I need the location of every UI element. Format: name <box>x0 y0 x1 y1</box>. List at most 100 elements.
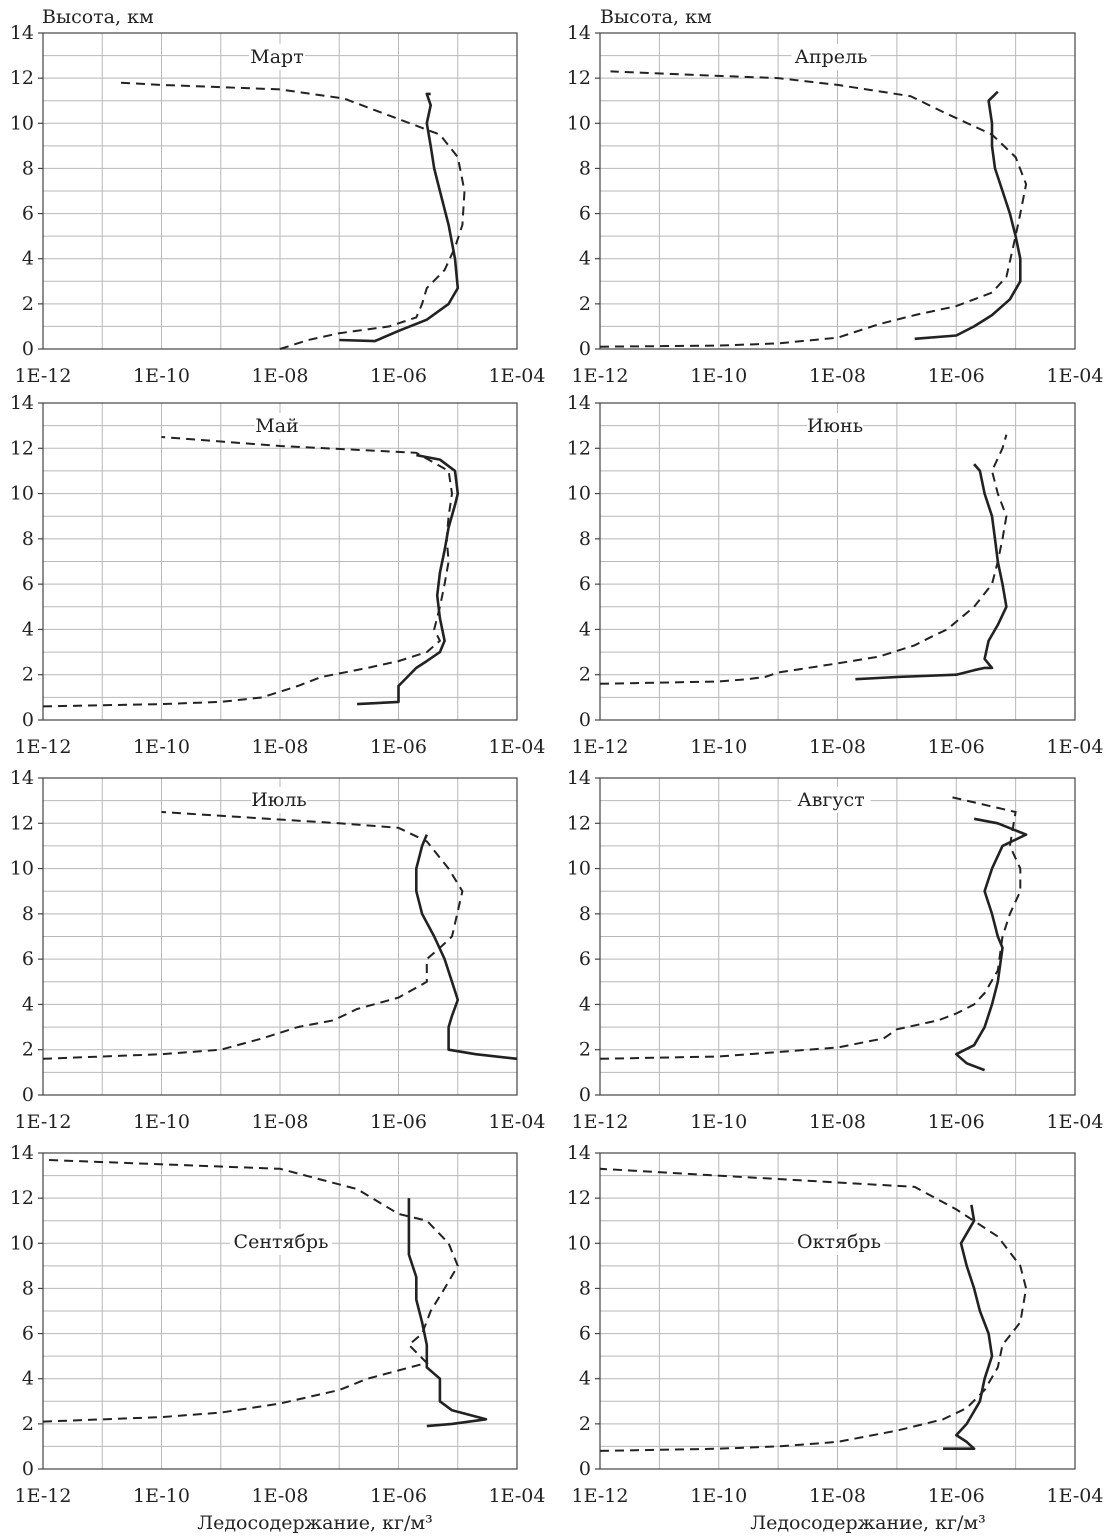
plot-frame <box>42 402 518 721</box>
plot-frame <box>599 402 1076 721</box>
x-tick-label: 1E-10 <box>133 1111 190 1133</box>
month-label: Июль <box>251 789 307 811</box>
plot-frame <box>599 1152 1076 1470</box>
y-tick-label: 6 <box>579 203 591 225</box>
x-tick-label: 1E-06 <box>928 1485 985 1507</box>
y-tick-label: 10 <box>567 858 591 880</box>
month-label: Октябрь <box>797 1231 881 1253</box>
series-line-dashed <box>42 436 454 708</box>
y-tick-label: 14 <box>567 767 591 789</box>
x-tick-label: 1E-04 <box>1047 736 1104 758</box>
y-tick-label: 8 <box>22 157 34 179</box>
y-tick-label: 14 <box>567 392 591 414</box>
y-tick-label: 0 <box>22 709 34 731</box>
y-axis-title: Высота, км <box>42 6 154 28</box>
x-tick-label: 1E-04 <box>489 1485 546 1507</box>
x-tick-label: 1E-10 <box>133 736 190 758</box>
y-tick-label: 0 <box>579 1458 591 1480</box>
month-label-background <box>793 1229 885 1255</box>
series-line-dashed <box>599 434 1008 685</box>
y-tick-label: 0 <box>579 709 591 731</box>
y-tick-label: 12 <box>567 67 591 89</box>
y-tick-label: 0 <box>579 338 591 360</box>
x-tick-label: 1E-06 <box>928 736 985 758</box>
y-tick-label: 10 <box>567 483 591 505</box>
y-tick-label: 12 <box>10 437 34 459</box>
series-line-dashed <box>120 81 466 350</box>
y-tick-label: 4 <box>22 993 34 1015</box>
series-line-dashed <box>599 70 1028 348</box>
y-tick-label: 8 <box>579 1277 591 1299</box>
y-tick-label: 10 <box>10 483 34 505</box>
y-tick-label: 12 <box>10 812 34 834</box>
month-label-background <box>230 1229 332 1255</box>
y-tick-label: 0 <box>579 1084 591 1106</box>
y-tick-label: 14 <box>10 1142 34 1164</box>
y-tick-label: 2 <box>579 664 591 686</box>
y-tick-label: 8 <box>22 528 34 550</box>
month-label-background <box>249 44 305 70</box>
y-tick-label: 6 <box>579 573 591 595</box>
y-tick-label: 8 <box>579 528 591 550</box>
x-tick-label: 1E-08 <box>809 736 866 758</box>
y-tick-label: 14 <box>10 767 34 789</box>
plot-frame <box>599 32 1076 350</box>
y-tick-label: 4 <box>22 618 34 640</box>
x-tick-label: 1E-04 <box>489 365 546 387</box>
month-label-background <box>791 44 871 70</box>
y-tick-label: 2 <box>579 1413 591 1435</box>
x-tick-label: 1E-12 <box>572 365 629 387</box>
y-tick-label: 10 <box>567 112 591 134</box>
x-tick-label: 1E-06 <box>370 1485 427 1507</box>
x-tick-label: 1E-06 <box>370 1111 427 1133</box>
y-tick-label: 8 <box>579 903 591 925</box>
y-tick-label: 14 <box>567 22 591 44</box>
series-line-solid <box>407 1198 488 1428</box>
x-tick-label: 1E-08 <box>252 736 309 758</box>
y-tick-label: 6 <box>22 573 34 595</box>
x-tick-label: 1E-10 <box>690 365 747 387</box>
y-tick-label: 10 <box>10 858 34 880</box>
y-tick-label: 8 <box>22 1277 34 1299</box>
x-axis-title-right: Ледосодержание, кг/м³ <box>750 1512 986 1534</box>
x-tick-label: 1E-12 <box>15 736 72 758</box>
y-tick-label: 2 <box>22 1413 34 1435</box>
y-tick-label: 8 <box>579 157 591 179</box>
x-axis-title: Ледосодержание, кг/м³ <box>197 1512 433 1534</box>
x-tick-label: 1E-12 <box>15 365 72 387</box>
x-tick-label: 1E-12 <box>572 1111 629 1133</box>
y-tick-label: 4 <box>22 248 34 270</box>
chart-panel-6: 0 2 4 6 8 10 12 14 1E-12 1E-10 1E-08 1E-06 1E-04 Авгу… <box>567 767 1104 1133</box>
x-tick-label: 1E-08 <box>252 1485 309 1507</box>
month-label: Май <box>255 415 298 437</box>
y-tick-label: 6 <box>22 203 34 225</box>
x-tick-label: 1E-04 <box>489 1111 546 1133</box>
y-tick-label: 8 <box>22 903 34 925</box>
month-label: Март <box>250 46 303 68</box>
x-tick-label: 1E-06 <box>370 736 427 758</box>
x-tick-label: 1E-08 <box>252 365 309 387</box>
y-tick-label: 6 <box>579 1323 591 1345</box>
x-tick-label: 1E-12 <box>15 1485 72 1507</box>
series-line-solid <box>339 92 460 343</box>
y-tick-label: 2 <box>22 1039 34 1061</box>
y-tick-label: 0 <box>22 338 34 360</box>
month-label-background <box>254 413 300 439</box>
y-tick-label: 12 <box>567 812 591 834</box>
x-tick-label: 1E-04 <box>489 736 546 758</box>
chart-panel-1: 0 2 4 6 8 10 12 14 1E-12 1E-10 1E-08 1E-06 1E-04 Март <box>10 22 546 387</box>
plot-frame <box>42 1152 518 1470</box>
y-tick-label: 10 <box>10 112 34 134</box>
chart-panel-5: 0 2 4 6 8 10 12 14 1E-12 1E-10 1E-08 1E-06 1E-04 Июль <box>10 767 546 1133</box>
x-tick-label: 1E-08 <box>809 365 866 387</box>
series-line-solid <box>415 834 518 1061</box>
y-tick-label: 6 <box>22 1323 34 1345</box>
month-label-background <box>251 787 307 813</box>
x-tick-label: 1E-12 <box>572 1485 629 1507</box>
month-label-background <box>791 787 871 813</box>
x-tick-label: 1E-10 <box>133 1485 190 1507</box>
month-label: Апрель <box>795 46 868 68</box>
series-line-solid <box>943 1204 994 1450</box>
y-tick-label: 4 <box>579 618 591 640</box>
